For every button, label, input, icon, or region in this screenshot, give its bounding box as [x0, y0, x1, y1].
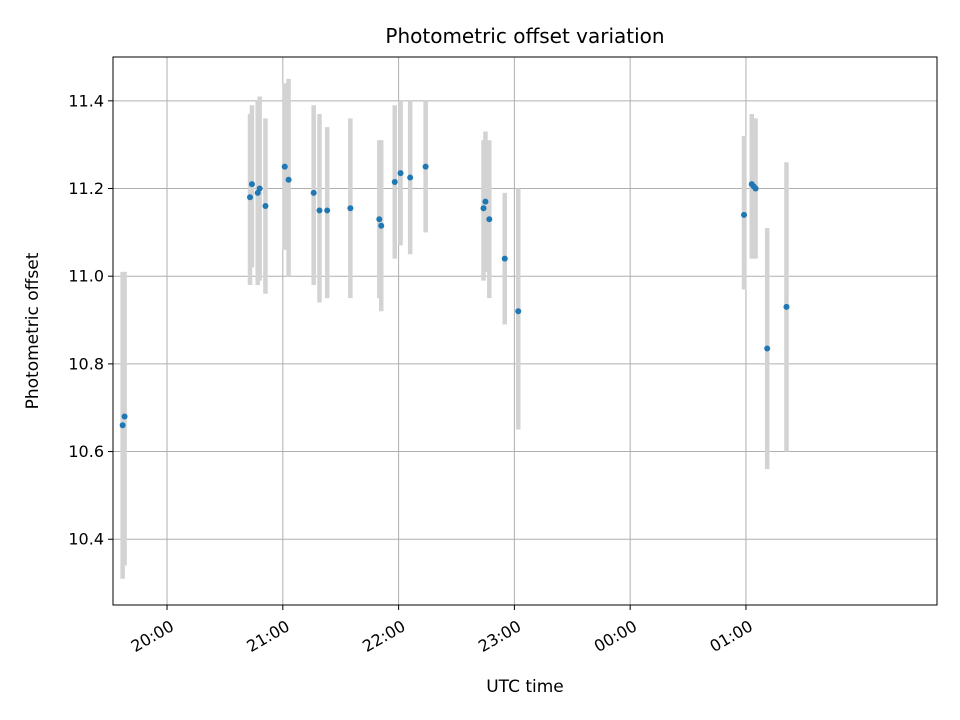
y-tick-label: 10.4 — [68, 530, 104, 549]
data-point — [378, 222, 385, 229]
data-point — [422, 163, 429, 170]
data-point — [501, 255, 508, 262]
data-point — [397, 170, 404, 177]
data-point — [752, 185, 759, 192]
data-point — [121, 413, 128, 420]
data-point — [764, 345, 771, 352]
y-tick-label: 10.8 — [68, 354, 104, 373]
data-points — [119, 163, 790, 429]
y-tick-label: 10.6 — [68, 442, 104, 461]
plot-frame — [112, 56, 938, 606]
data-point — [256, 185, 263, 192]
data-point — [281, 163, 288, 170]
data-point — [119, 422, 126, 429]
data-point — [310, 189, 317, 196]
x-axis-title: UTC time — [486, 677, 564, 697]
y-tick-label: 11.0 — [68, 267, 104, 286]
data-point — [316, 207, 323, 214]
data-point — [515, 308, 522, 315]
y-axis-title: Photometric offset — [23, 252, 43, 409]
y-ticks: 10.4 10.6 10.8 11.0 11.2 11.4 — [68, 91, 113, 549]
y-tick-label: 11.4 — [68, 91, 104, 110]
data-point — [248, 181, 255, 188]
data-point — [783, 303, 790, 310]
data-point — [347, 205, 354, 212]
data-point — [480, 205, 487, 212]
data-point — [482, 198, 489, 205]
x-ticks: 20:00 21:00 22:00 23:00 00:00 01:00 — [128, 605, 756, 656]
data-point — [486, 216, 493, 223]
data-point — [741, 211, 748, 218]
data-point — [324, 207, 331, 214]
data-point — [376, 216, 383, 223]
y-tick-label: 11.2 — [68, 179, 104, 198]
data-point — [247, 194, 254, 201]
data-point — [285, 176, 292, 183]
data-point — [262, 203, 269, 210]
data-point — [407, 174, 414, 181]
chart-title: Photometric offset variation — [385, 24, 664, 48]
data-point — [391, 178, 398, 185]
